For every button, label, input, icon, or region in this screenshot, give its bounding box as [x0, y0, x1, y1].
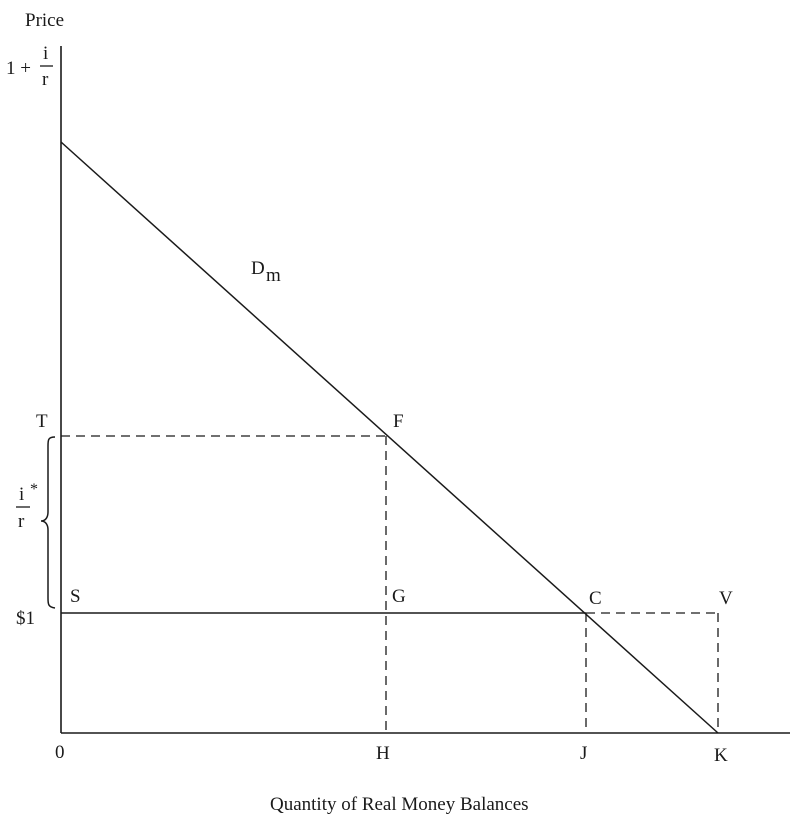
brace-superscript: * [30, 481, 38, 498]
brace-denominator: r [18, 511, 25, 532]
x-label-j: J [580, 743, 587, 764]
x-label-h: H [376, 743, 390, 764]
point-label-f: F [393, 411, 404, 432]
interest-brace: i * r [16, 436, 56, 609]
x-axis-label: Quantity of Real Money Balances [270, 794, 529, 814]
point-label-v: V [719, 588, 733, 609]
y-tick-top-prefix: 1 + [6, 58, 36, 79]
demand-curve-name: D [251, 258, 265, 279]
x-origin-label: 0 [55, 742, 65, 763]
curly-brace-icon [40, 436, 56, 609]
y-axis-label: Price [25, 10, 64, 31]
point-label-s: S [70, 586, 81, 607]
demand-curve-label: D m [251, 258, 281, 286]
y-tick-top-denominator: r [42, 69, 49, 90]
x-label-k: K [714, 745, 728, 766]
point-label-c: C [589, 588, 602, 609]
demand-curve-subscript: m [266, 265, 281, 286]
y-tick-top-numerator: i [43, 43, 48, 64]
point-label-g: G [392, 586, 406, 607]
demand-curve-line [60, 141, 719, 734]
brace-numerator: i [19, 484, 24, 505]
y-tick-one-dollar: $1 [16, 608, 35, 629]
point-label-t: T [36, 411, 48, 432]
y-tick-top: 1 + i r [6, 43, 53, 90]
